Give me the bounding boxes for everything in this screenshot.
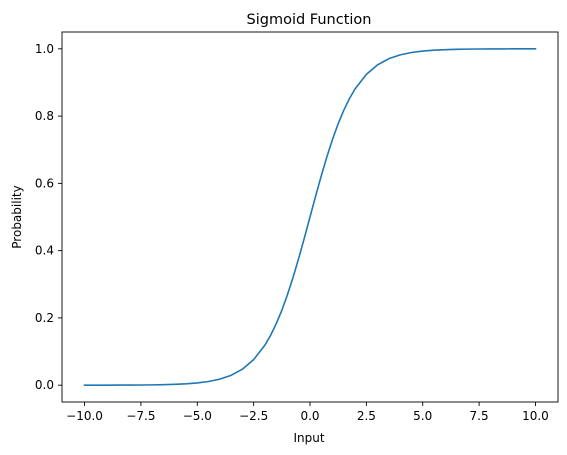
- y-tick-label: 0.6: [35, 176, 54, 190]
- y-tick-label: 0.4: [35, 244, 54, 258]
- y-axis-label: Probability: [10, 185, 24, 248]
- sigmoid-line: [83, 48, 537, 386]
- x-axis-label: Input: [293, 431, 324, 445]
- chart-title: Sigmoid Function: [247, 12, 372, 28]
- x-tick-label: 2.5: [357, 409, 376, 423]
- y-tick-label: 1.0: [35, 42, 54, 56]
- axes-frame: [61, 31, 559, 403]
- y-tick-label: 0.8: [35, 109, 54, 123]
- y-axis-ticks: 0.0 0.2 0.4 0.6 0.8 1.0: [35, 42, 62, 392]
- x-tick-label: −5.0: [183, 409, 212, 423]
- x-tick-label: −2.5: [239, 409, 268, 423]
- y-tick-label: 0.2: [35, 311, 54, 325]
- x-tick-label: 5.0: [413, 409, 432, 423]
- x-tick-label: 0.0: [300, 409, 319, 423]
- x-tick-label: −10.0: [66, 409, 103, 423]
- x-tick-label: 10.0: [522, 409, 549, 423]
- x-tick-label: 7.5: [470, 409, 489, 423]
- x-axis-ticks: −10.0 −7.5 −5.0 −2.5 0.0 2.5 5.0 7.5 10.0: [66, 402, 549, 423]
- x-tick-label: −7.5: [126, 409, 155, 423]
- y-tick-label: 0.0: [35, 378, 54, 392]
